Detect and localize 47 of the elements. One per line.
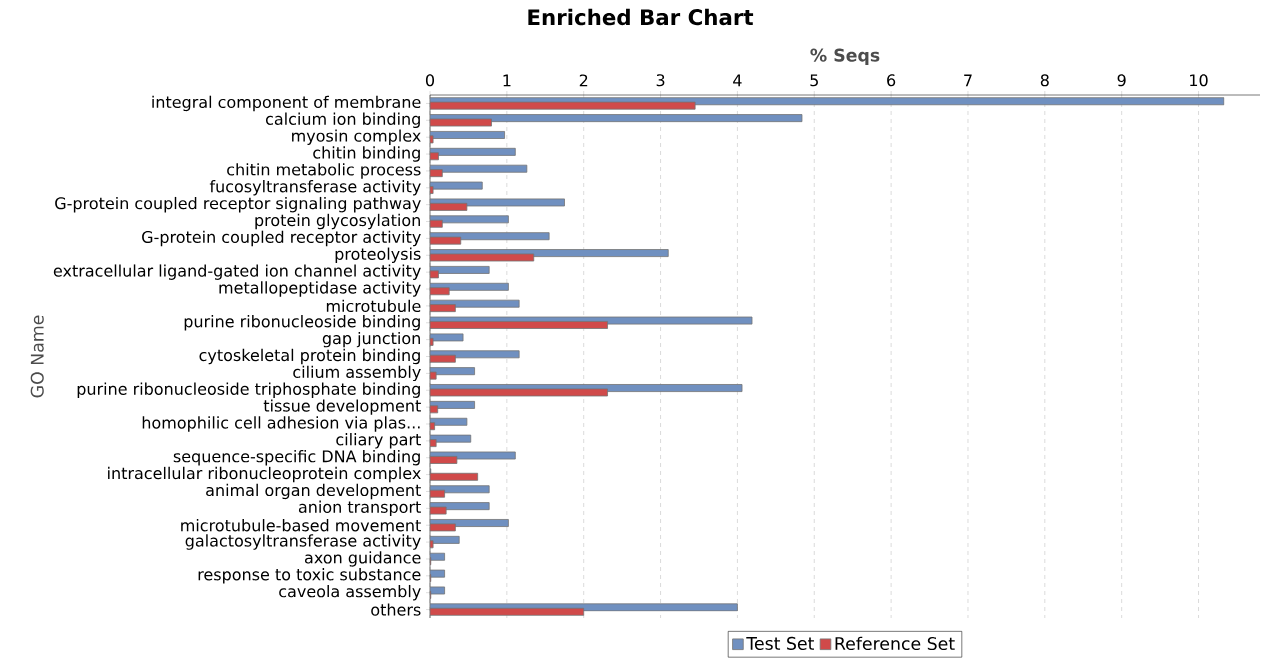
y-tick-label: sequence-specific DNA binding — [173, 450, 420, 466]
y-tick-label: purine ribonucleoside binding — [184, 315, 420, 331]
y-tick-label: purine ribonucleoside triphosphate binding — [77, 382, 420, 398]
x-tick-label: 2 — [579, 74, 588, 87]
y-tick-label: fucosyltransferase activity — [209, 180, 421, 196]
y-tick-label: myosin complex — [292, 129, 421, 145]
x-tick-label: 1 — [503, 74, 511, 87]
x-tick-label: 10 — [1190, 74, 1208, 87]
y-tick-label: caveola assembly — [279, 584, 421, 601]
x-tick-label: 3 — [656, 74, 665, 87]
y-axis-title: GO Name — [30, 315, 44, 398]
y-tick-label: chitin metabolic process — [227, 163, 421, 179]
y-tick-label: chitin binding — [313, 146, 420, 162]
y-tick-label: ciliary part — [336, 433, 421, 449]
y-tick-label: cytoskeletal protein binding — [199, 348, 420, 365]
y-tick-label: cilium assembly — [293, 365, 421, 382]
y-tick-label: homophilic cell adhesion via plas... — [142, 416, 420, 432]
y-tick-label: intracellular ribonucleoprotein complex — [108, 466, 421, 483]
y-tick-label: proteolysis — [335, 247, 421, 264]
y-tick-label: G-protein coupled receptor signaling pathway — [55, 196, 421, 213]
y-tick-label: galactosyltransferase activity — [185, 534, 421, 550]
y-tick-label: microtubule-based movement — [181, 519, 421, 532]
y-tick-label: anion transport — [298, 500, 421, 517]
y-tick-label: extracellular ligand-gated ion channel activity — [53, 264, 421, 280]
x-tick-label: 7 — [964, 74, 972, 87]
chart-title: Enriched Bar Chart — [528, 8, 754, 26]
y-tick-label: G-protein coupled receptor activity — [142, 230, 421, 247]
legend-label: Reference Set — [835, 636, 955, 651]
y-tick-label: calcium ion binding — [265, 112, 420, 129]
y-tick-label: tissue development — [263, 399, 421, 415]
x-tick-label: 4 — [733, 74, 742, 87]
y-tick-label: animal organ development — [206, 483, 421, 500]
y-tick-label: others — [371, 603, 421, 616]
y-tick-label: metallopeptidase activity — [219, 281, 421, 297]
x-tick-label: 5 — [810, 74, 818, 87]
x-tick-label: 6 — [887, 74, 896, 87]
legend-label: Test Set — [746, 636, 814, 650]
y-tick-label: axon guidance — [304, 551, 421, 567]
y-tick-label: integral component of membrane — [152, 95, 421, 112]
y-tick-label: microtubule — [326, 299, 421, 313]
y-tick-label: protein glycosylation — [255, 213, 420, 230]
x-tick-label: 0 — [425, 74, 435, 87]
x-tick-label: 9 — [1117, 74, 1126, 87]
y-tick-label: gap junction — [322, 331, 420, 348]
y-tick-label: response to toxic substance — [198, 568, 421, 584]
x-tick-label: 8 — [1040, 74, 1049, 87]
x-axis-title: % Seqs — [810, 48, 880, 66]
